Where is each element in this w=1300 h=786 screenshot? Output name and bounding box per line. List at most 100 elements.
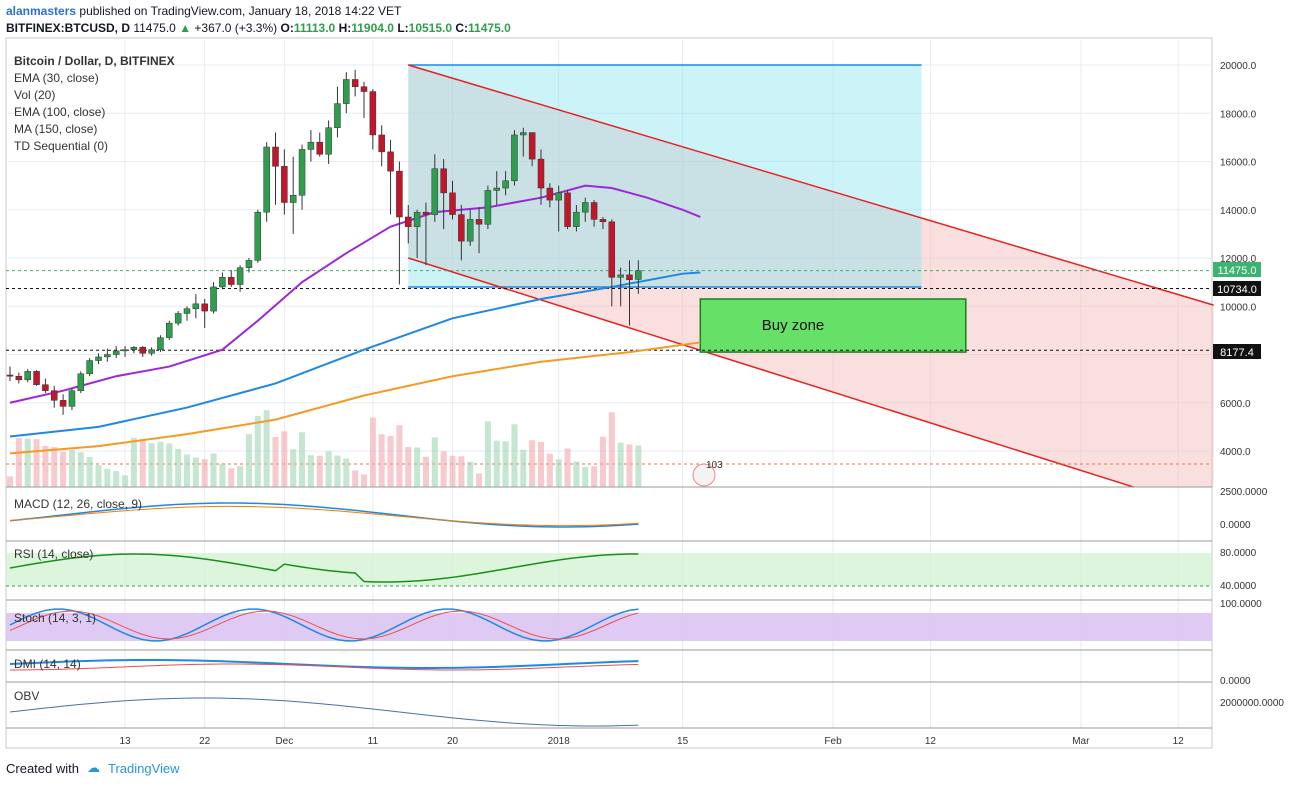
chart-frame [5,37,1213,749]
macd-signal-line [9,505,639,527]
chart-canvas[interactable]: 4000.06000.08000.010000.012000.014000.01… [0,0,1300,758]
candle-body [396,170,403,218]
volume-bar [493,440,500,487]
volume-bars [7,410,642,487]
time-tick-label: Feb [824,736,842,747]
stoch-tick: 100.0000 [1220,599,1262,610]
candle-body [289,195,297,203]
macd-label: MACD (12, 26, close, 9) [14,497,142,511]
candle-body [334,103,341,128]
candle-body [139,347,146,354]
volume-bar [626,444,633,487]
volume-bar [51,447,58,487]
time-tick-label: 15 [677,736,689,747]
volume-bar [414,447,421,487]
volume-bar [122,475,129,487]
svg-text:11475.0: 11475.0 [1218,265,1257,277]
candle-body [387,151,394,172]
candle-body [130,347,138,350]
candle-body [351,79,359,87]
price-tick-label: 10000.0 [1220,302,1257,313]
legend-ema30: EMA (30, close) [14,71,99,85]
price-tick-label: 18000.0 [1220,109,1257,120]
volume-bar [192,457,199,487]
tradingview-link[interactable]: TradingView [107,760,180,776]
volume-bar [334,455,341,487]
volume-bar [157,441,164,487]
candle-body [546,187,554,201]
volume-bar [219,464,226,487]
channel-lower-line [408,257,1135,488]
time-tick-label: 12 [1173,736,1185,747]
legend-td: TD Sequential (0) [14,139,108,153]
volume-bar [210,453,217,487]
candle-body [360,86,368,92]
candle-body [104,354,111,358]
volume-bar [201,459,208,487]
candle-body [635,270,642,280]
indicator-panes: MACD (12, 26, close, 9) RSI (14, close) … [6,486,1284,729]
candle-body [174,313,182,324]
candle-body [33,371,40,385]
volume-bar [228,468,235,487]
candle-body [413,211,421,227]
buy-zone-label: Buy zone [762,317,825,334]
candle-body [325,127,332,155]
candle-body [24,371,31,381]
price-tags: 11475.0 10734.0 8177.4 [1213,262,1261,359]
header-line-1: alanmasters published on TradingView.com… [6,4,401,18]
volume-bar [369,417,376,487]
volume-bar [617,442,624,487]
volume-bar [281,431,288,487]
volume-bar [599,436,606,487]
volume-bar [555,459,562,487]
legend-title: Bitcoin / Dollar, D, BITFINEX [14,54,175,68]
candle-body [493,187,500,191]
volume-bar [148,443,155,487]
time-tick-label: 13 [119,736,131,747]
volume-bar [68,449,75,487]
time-tick-label: Dec [275,736,293,747]
volume-bar [237,466,244,487]
candle-body [378,134,385,153]
level-tag-2 [1213,344,1261,359]
volume-bar [299,432,306,487]
candle-body [15,375,23,381]
candle-body [520,132,527,136]
legend-ma150: MA (150, close) [14,122,97,136]
volume-bar [449,455,456,487]
volume-bar [476,473,483,487]
volume-bar [139,438,146,487]
candle-body [219,277,226,288]
obv-line [9,697,639,727]
legend: Bitcoin / Dollar, D, BITFINEX EMA (30, c… [14,54,175,153]
volume-badge-icon [692,463,716,487]
price-tick-label: 20000.0 [1220,61,1257,72]
ema30-line [9,184,701,404]
volume-bar [104,468,111,487]
macd-tick-top: 2500.0000 [1220,487,1268,498]
dmi-plus-line [9,659,639,669]
volume-bar [564,448,571,487]
last-price: 11475.0 [133,21,176,35]
low-value: 10515.0 [408,21,453,35]
dmi-label: DMI (14, 14) [14,657,81,671]
legend-vol: Vol (20) [14,88,55,102]
candle-body [42,384,49,391]
author-link[interactable]: alanmasters [6,4,77,18]
volume-bar [529,440,536,487]
footer: Created with ☁ TradingView [6,760,180,776]
header-line-2: BITFINEX:BTCUSD, D 11475.0 ▲ +367.0 (+3.… [6,21,511,35]
volume-bar [166,443,173,487]
candle-body [484,190,492,225]
volume-bar [467,461,474,487]
moving-averages [9,184,701,455]
candle-body [440,168,447,194]
candle-body [573,211,580,227]
volume-bar [42,445,49,487]
volume-bar [440,451,447,487]
time-tick-label: Mar [1072,736,1090,747]
candle-body [236,267,244,285]
candle-body [617,274,624,278]
volume-bar [175,449,182,487]
